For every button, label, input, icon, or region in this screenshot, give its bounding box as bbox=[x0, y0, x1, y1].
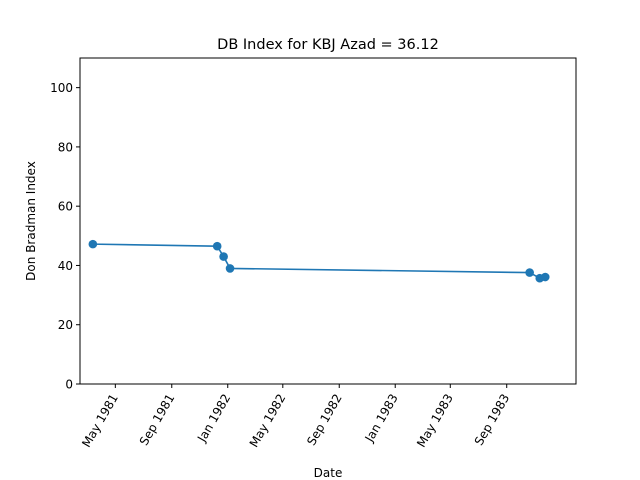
data-point bbox=[219, 252, 228, 261]
data-point bbox=[525, 268, 534, 277]
series-layer bbox=[88, 239, 550, 283]
y-tick-label: 0 bbox=[65, 378, 73, 392]
x-axis-label: Date bbox=[314, 466, 343, 480]
data-point bbox=[540, 272, 550, 282]
chart-title: DB Index for KBJ Azad = 36.12 bbox=[217, 37, 439, 53]
data-point bbox=[212, 241, 222, 251]
plot-area-frame bbox=[79, 57, 577, 385]
y-axis-ticks: 0 20 40 60 80 100 bbox=[50, 81, 80, 392]
y-tick-label: 100 bbox=[50, 81, 73, 95]
y-tick-label: 40 bbox=[58, 259, 73, 273]
y-tick-label: 60 bbox=[58, 200, 73, 214]
y-axis-label: Don Bradman Index bbox=[24, 161, 38, 281]
data-point bbox=[88, 239, 98, 249]
y-tick-label: 20 bbox=[58, 318, 73, 332]
y-tick-label: 80 bbox=[58, 140, 73, 154]
data-point bbox=[225, 264, 235, 273]
